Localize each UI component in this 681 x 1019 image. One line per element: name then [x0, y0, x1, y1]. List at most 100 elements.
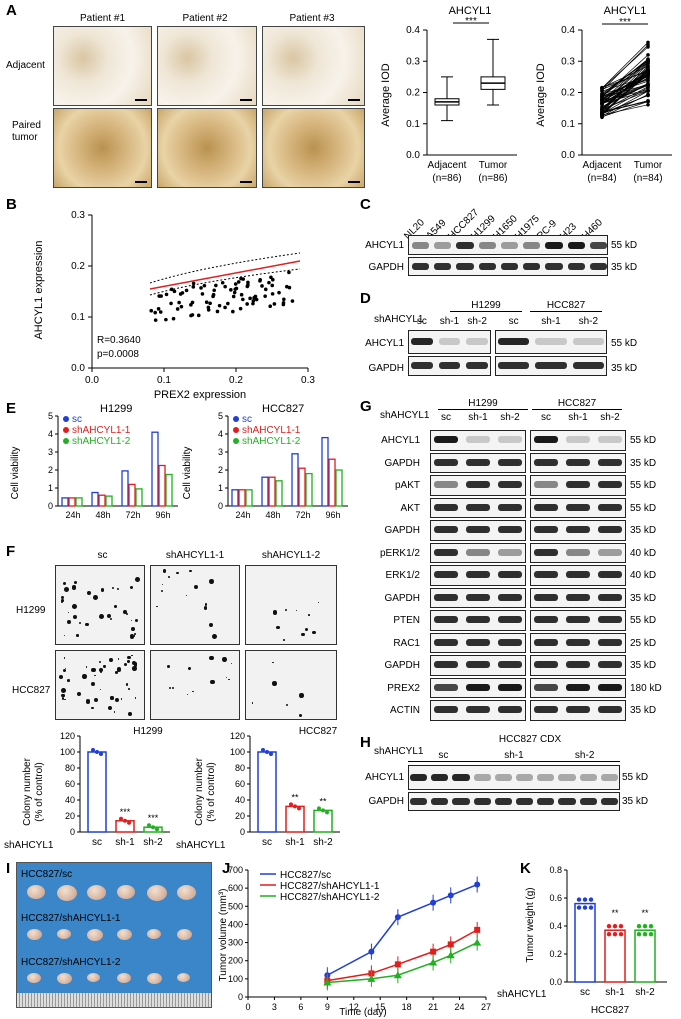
f-colony-dot: [127, 660, 130, 663]
c-band-gapdh: [412, 263, 430, 270]
e-legend-marker: [233, 416, 239, 422]
e-legend-label: shAHCYL1-1: [72, 425, 131, 436]
fbar-point: [317, 806, 321, 811]
scatter-point: [153, 318, 158, 322]
fbar-point: [151, 825, 155, 830]
k-sig: **: [641, 908, 649, 918]
g-band: [466, 481, 490, 488]
f-colony-dot: [109, 617, 113, 621]
paired-point: [646, 58, 650, 62]
j-series-line: [326, 883, 478, 976]
i-tumor: [117, 885, 135, 899]
fbar-point: [123, 818, 127, 823]
scatter-point: [239, 292, 244, 297]
j-point: [368, 948, 375, 955]
paired-ytick-label: 0.2: [561, 88, 575, 99]
f-colony-dot: [272, 661, 274, 664]
paired-ytick-label: 0.4: [561, 25, 575, 36]
e-bar: [298, 467, 306, 507]
panel-label-i: I: [6, 860, 11, 877]
k-point: [648, 932, 654, 937]
f-colony-dot: [131, 660, 136, 665]
f-row-2: HCC827: [12, 685, 51, 696]
paired-line: [601, 74, 649, 114]
j-series-line: [327, 929, 478, 982]
g-kd: 55 kD: [630, 615, 657, 626]
ihc-adjacent-3: [262, 26, 365, 106]
fbar-bar: [87, 751, 107, 833]
scatter-point: [172, 289, 177, 294]
d-band-ahcyl1: [535, 338, 567, 345]
f-colony-dot: [210, 679, 215, 685]
f-colony-dot: [284, 608, 287, 611]
f-colony-dot: [98, 660, 102, 664]
i-tumor: [147, 929, 161, 939]
g-kd: 25 kD: [630, 637, 657, 649]
fbar-point: [289, 802, 293, 807]
paired-point: [646, 102, 650, 107]
scatter-point: [254, 297, 259, 302]
g-band: [598, 548, 622, 556]
fbar-ytick-label: 120: [60, 731, 75, 741]
f-colony-dot: [186, 595, 188, 597]
h-band-gapdh: [579, 798, 597, 805]
scatter-points: [149, 270, 295, 322]
f-colony-dot: [123, 610, 127, 614]
scatter-point: [178, 292, 183, 296]
k-point: [618, 932, 624, 937]
f-colony-dot: [99, 667, 104, 672]
scatter-point: [164, 317, 168, 322]
e-legend-marker: [63, 427, 69, 433]
scatter-point: [269, 275, 273, 280]
g-band: [598, 683, 622, 691]
scatter-point: [251, 299, 256, 303]
i-tumor: [27, 929, 42, 940]
k-ytick-label: 0.6: [549, 893, 562, 903]
g-band: [466, 706, 490, 713]
j-point: [473, 938, 482, 946]
g-lane-label: sc: [441, 412, 451, 423]
i-tumor: [177, 885, 196, 900]
paired-line: [601, 89, 649, 101]
d-band-ahcyl1: [572, 338, 604, 345]
g-band: [434, 526, 458, 533]
scatter-point: [267, 280, 271, 285]
g-row-label: AKT: [400, 502, 420, 514]
fbar-ylabel-2a: Colony number: [194, 757, 205, 825]
k-point: [636, 932, 642, 937]
f-colony-dot: [61, 693, 65, 698]
g-band: [498, 706, 522, 713]
fbar-point: [261, 748, 265, 752]
e-ytick-label: 1: [48, 483, 53, 493]
paired-line: [601, 90, 649, 110]
paired-g2: Tumor: [634, 160, 663, 171]
f-colony-dot: [192, 690, 194, 693]
g-band: [498, 571, 522, 578]
h-kd-1: 55 kD: [622, 772, 649, 783]
fbar-xtick-label: sh-1: [285, 837, 305, 848]
g-kd: 40 kD: [630, 570, 657, 581]
g-row-label: pAKT: [394, 480, 420, 491]
paired-line: [601, 54, 649, 98]
j-legend-label: HCC827/shAHCYL1-1: [280, 881, 380, 892]
paired-point: [600, 113, 604, 117]
g-lane-label: sh-1: [468, 412, 488, 423]
e-legend-label: shAHCYL1-2: [72, 436, 131, 447]
paired-g1: Adjacent: [583, 160, 622, 171]
f-colony-dot: [106, 613, 112, 618]
k-ylabel: Tumor weight (g): [525, 887, 536, 962]
f-colony-dot: [186, 693, 189, 695]
c-band-gapdh: [456, 263, 474, 270]
h-band-gapdh: [537, 798, 555, 805]
g-band: [466, 503, 490, 511]
panel-h: shAHCYL1 HCC827 CDX sc sh-1 sh-2 AHCYL1 GA…: [360, 732, 681, 842]
f-colony-dot: [103, 665, 106, 668]
j-point: [430, 948, 437, 955]
g-band: [434, 661, 458, 668]
d-band-gapdh: [535, 362, 567, 369]
f-colony-dot: [204, 603, 208, 606]
i-tumor: [57, 973, 72, 984]
j-legend-label: HCC827/shAHCYL1-2: [280, 892, 380, 903]
e-xtick-label: 24h: [65, 510, 80, 520]
